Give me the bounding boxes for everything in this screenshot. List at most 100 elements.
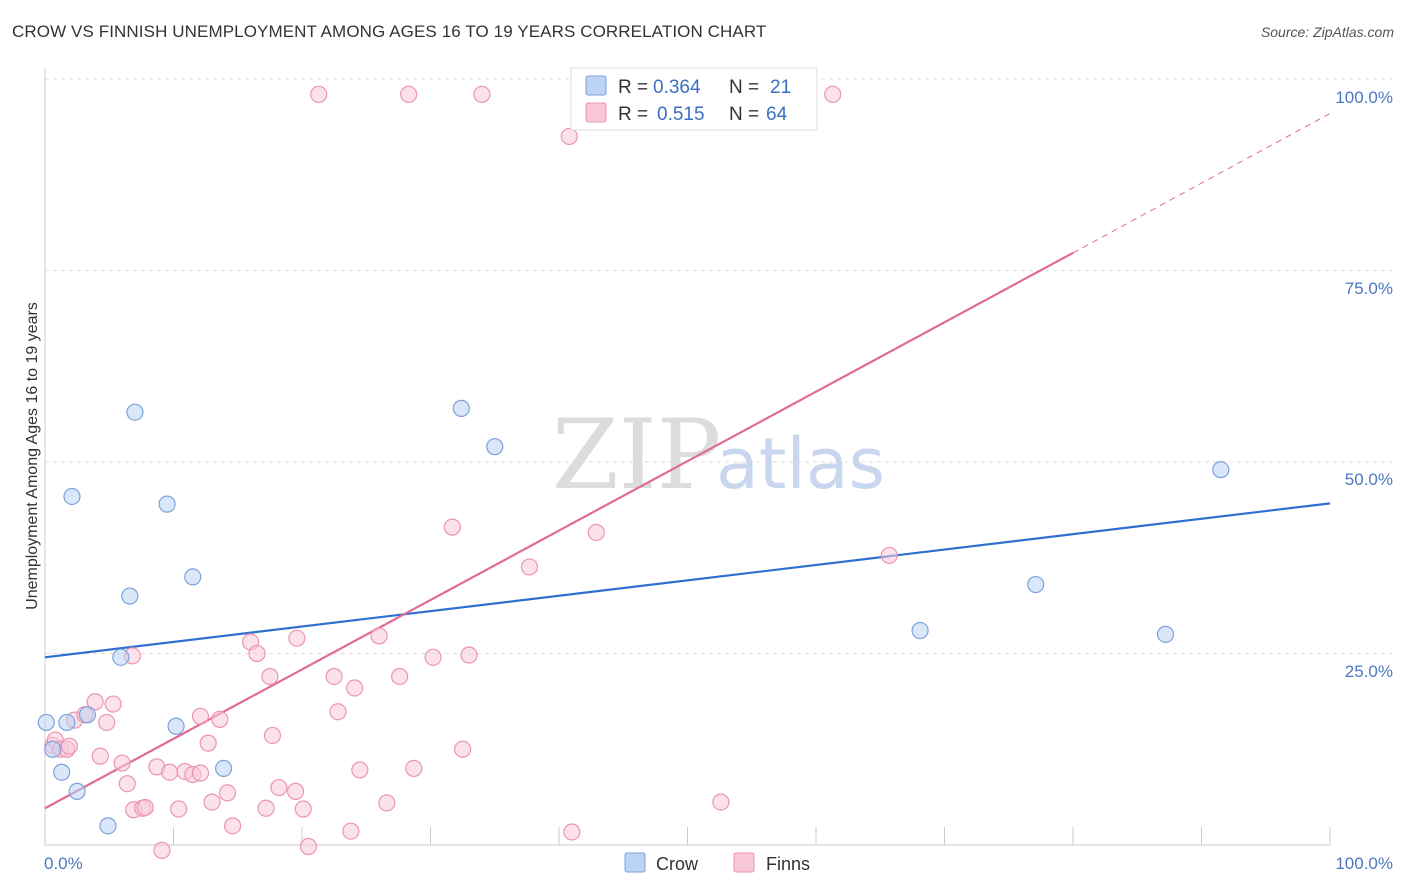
finns-point-35 [286,782,305,800]
y-tick-25: 25.0% [1345,662,1393,681]
finns-point-27 [218,784,237,802]
finns-point-9 [104,695,122,713]
grid [45,78,1392,654]
legend-n-value-crow: 21 [770,77,791,98]
finns-point-40 [325,667,343,686]
finns-point-60 [712,793,730,811]
crow-point-10 [126,403,144,421]
finns-point-41 [329,703,347,721]
source-label: Source: ZipAtlas.com [1260,24,1394,40]
finns-point-33 [263,726,282,745]
finns-point-23 [191,707,210,725]
x-tick-right: 100.0% [1335,854,1393,873]
finns-point-32 [261,667,279,686]
finns-point-62 [880,546,898,565]
legend-n-label-crow: N = [729,77,759,98]
trend-lines [44,113,1331,810]
finns-point-7 [91,747,109,765]
crow-point-11 [158,495,176,513]
legend-r-value-finns: 0.515 [657,104,705,125]
crow-point-1 [44,740,62,758]
finns-point-6 [86,693,104,711]
finns-trend-extension [1072,113,1331,254]
legend-swatch-crow [585,75,607,96]
legend-swatch-finns [585,102,607,123]
crow-point-3 [58,713,76,732]
finns-point-17 [153,841,171,859]
finns-point-47 [391,667,409,686]
finns-point-45 [370,627,388,645]
bottom-legend: Crow Finns [624,852,810,874]
crow-point-9 [121,587,139,605]
crow-point-13 [184,568,202,586]
finns-point-48 [400,85,418,103]
finns-point-38 [299,837,318,856]
chart-title: CROW VS FINNISH UNEMPLOYMENT AMONG AGES … [12,22,767,41]
finns-point-43 [346,679,364,697]
bottom-legend-finns: Finns [766,854,810,874]
finns-point-26 [211,710,229,728]
crow-trend-line [44,502,1331,659]
finns-point-63 [60,737,79,755]
finns-point-8 [98,713,116,732]
finns-point-57 [563,823,581,841]
bottom-legend-crow: Crow [656,854,699,874]
crow-point-18 [1027,575,1045,594]
legend-box: R = 0.364 N = 21 R = 0.515 N = 64 [570,67,818,131]
finns-point-18 [161,763,179,781]
legend-r-label-finns: R = [618,104,648,125]
crow-point-2 [53,763,71,781]
finns-point-15 [136,798,154,817]
crow-point-19 [1156,625,1175,643]
y-tick-labels: 25.0% 50.0% 75.0% 100.0% [1335,88,1393,681]
y-tick-50: 50.0% [1345,470,1393,489]
finns-point-36 [288,629,306,647]
crow-point-7 [99,817,117,835]
finns-point-53 [460,646,478,664]
crow-point-16 [486,438,504,456]
finns-point-56 [560,127,578,146]
y-tick-100: 100.0% [1335,88,1393,107]
y-tick-75: 75.0% [1345,279,1393,298]
finns-point-37 [294,800,312,818]
finns-point-44 [351,761,369,779]
crow-point-0 [37,713,55,732]
bottom-legend-swatch-crow [624,852,646,873]
legend-n-label-finns: N = [729,104,759,125]
finns-trend-line [44,251,1074,810]
crow-point-20 [1212,461,1230,479]
x-tick-left: 0.0% [44,854,83,873]
finns-point-50 [424,648,442,666]
crow-point-4 [63,487,81,506]
crow-point-17 [911,621,929,640]
finns-point-42 [342,822,360,840]
finns-point-34 [270,778,288,797]
legend-frame [570,67,818,131]
finns-point-61 [824,85,842,103]
finns-point-55 [520,558,539,576]
finns-point-52 [454,740,472,758]
finns-point-51 [443,518,461,536]
bottom-legend-swatch-finns [733,852,755,873]
finns-point-19 [170,800,188,818]
crow-point-5 [68,782,86,800]
crow-point-14 [215,759,233,778]
finns-point-58 [587,523,605,542]
finns-point-39 [310,85,328,103]
crow-point-6 [78,706,97,724]
legend-n-value-finns: 64 [766,104,788,125]
finns-point-30 [248,644,266,663]
finns-point-54 [473,85,491,103]
crow-point-8 [112,648,130,666]
finns-point-25 [203,793,221,811]
finns-point-49 [405,759,423,778]
crow-point-12 [167,717,185,735]
watermark-zip: ZIP [552,399,721,511]
legend-r-value-crow: 0.364 [653,77,701,98]
x-tick-labels: 0.0% 100.0% [44,854,1393,873]
finns-point-46 [378,794,396,812]
finns-point-10 [113,754,131,772]
finns-point-28 [224,817,242,835]
watermark-atlas: atlas [716,423,885,505]
